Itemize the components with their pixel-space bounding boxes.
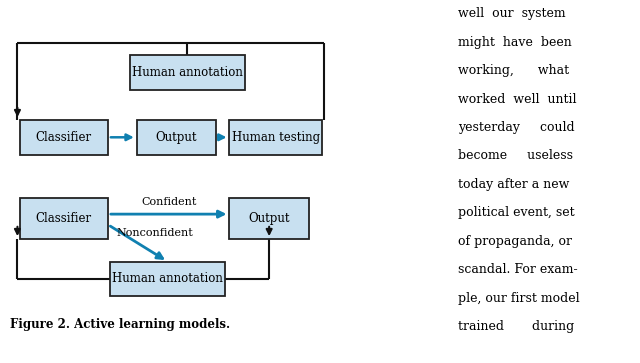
Text: become     useless: become useless [458, 150, 573, 162]
Text: Output: Output [248, 212, 290, 225]
FancyBboxPatch shape [137, 120, 216, 155]
Text: yesterday     could: yesterday could [458, 121, 574, 134]
Text: Human annotation: Human annotation [132, 66, 243, 79]
Text: Figure 2. Active learning models.: Figure 2. Active learning models. [10, 318, 230, 331]
FancyBboxPatch shape [20, 120, 108, 155]
FancyBboxPatch shape [20, 198, 108, 239]
Text: Human testing: Human testing [232, 131, 320, 144]
Text: might  have  been: might have been [458, 36, 572, 49]
Text: trained       during: trained during [458, 320, 574, 333]
FancyBboxPatch shape [130, 55, 245, 90]
Text: of propaganda, or: of propaganda, or [458, 235, 572, 248]
Text: working,      what: working, what [458, 64, 569, 77]
Text: Output: Output [156, 131, 197, 144]
Text: Human annotation: Human annotation [112, 272, 223, 285]
Text: Nonconfident: Nonconfident [117, 228, 193, 238]
Text: Confident: Confident [141, 197, 196, 208]
Text: scandal. For exam-: scandal. For exam- [458, 263, 577, 276]
Text: today after a new: today after a new [458, 178, 569, 191]
Text: Classifier: Classifier [36, 212, 92, 225]
Text: ple, our first model: ple, our first model [458, 291, 579, 305]
FancyBboxPatch shape [110, 262, 225, 296]
Text: political event, set: political event, set [458, 206, 574, 219]
Text: well  our  system: well our system [458, 7, 565, 20]
FancyBboxPatch shape [229, 198, 309, 239]
Text: worked  well  until: worked well until [458, 93, 576, 106]
FancyBboxPatch shape [229, 120, 322, 155]
Text: Classifier: Classifier [36, 131, 92, 144]
